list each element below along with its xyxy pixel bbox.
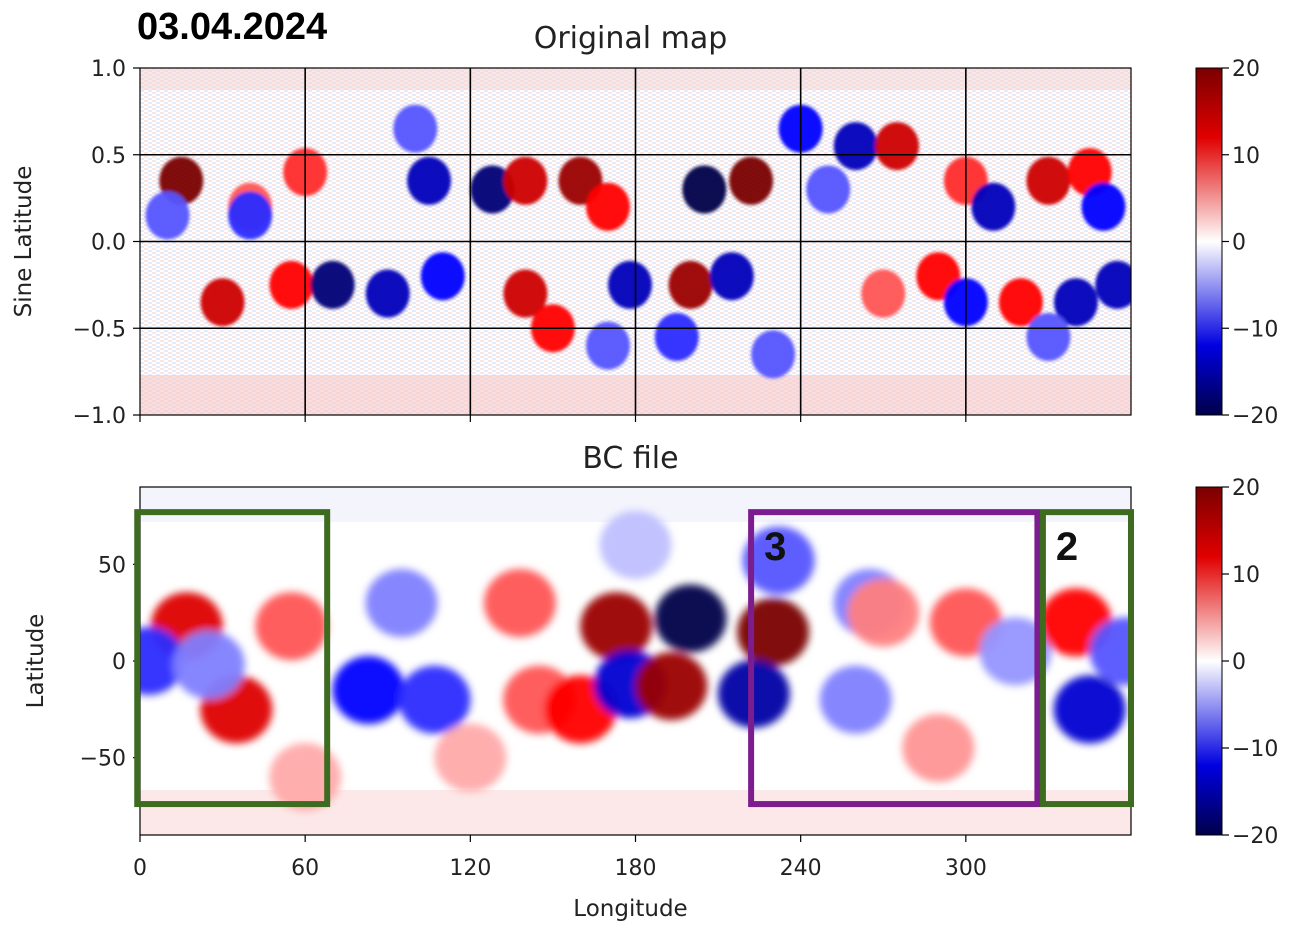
bc-colorbar-tick-label-4: −20: [1232, 824, 1278, 849]
om-blob-24: [833, 122, 878, 171]
bc-blob-4: [172, 630, 245, 699]
bc-blob-21: [902, 714, 975, 782]
bc-blob-6: [398, 665, 471, 734]
om-blob-11: [470, 165, 515, 214]
bc-colorbar-tick-label-3: −10: [1232, 737, 1278, 762]
original-map-panel: −1.0 −0.5 0.0 0.5 1.0 Original map Sine Latitu…: [11, 21, 1278, 429]
om-blob-17: [503, 269, 548, 318]
annotation-label-2: 2: [1056, 525, 1078, 569]
om-blob-10: [407, 156, 452, 205]
om-blob-27: [971, 182, 1016, 231]
om-ytick-label-1: −0.5: [73, 317, 126, 342]
om-blob-36: [861, 269, 906, 318]
bc-blob-20: [819, 665, 892, 734]
annotation-box-2: [1039, 509, 1135, 808]
bc-blob-19: [847, 578, 920, 647]
bc-blob-8: [483, 569, 556, 637]
om-blobs: [145, 104, 1131, 379]
bc-ytick-label-2: 50: [98, 553, 126, 578]
bc-colorbar-tick-label-0: 20: [1232, 476, 1260, 501]
bc-blob-5: [332, 656, 405, 724]
bc-xtick-label-240: 240: [780, 856, 822, 881]
om-blob-22: [654, 312, 699, 361]
bc-ylabel: Latitude: [23, 614, 49, 709]
bc-blob-13: [654, 584, 727, 653]
om-colorbar-tick-label-3: −10: [1232, 317, 1278, 342]
om-blob-7: [310, 260, 355, 309]
om-blob-28: [1026, 156, 1071, 205]
bc-blobs: [140, 511, 1131, 811]
om-blob-35: [1095, 260, 1131, 309]
bc-blob-3: [140, 627, 185, 695]
bc-blob-14: [635, 652, 708, 721]
bc-blob-11: [580, 592, 653, 661]
bc-xtick-label-180: 180: [615, 856, 657, 881]
bc-field: [140, 487, 1131, 835]
om-blob-33: [998, 278, 1043, 327]
bc-blob-23: [979, 617, 1052, 686]
bc-colorbar-tick-label-2: 0: [1232, 650, 1246, 675]
om-blob-15: [682, 165, 727, 214]
om-blob-21: [709, 252, 754, 301]
bc-xtick-label-60: 60: [291, 856, 319, 881]
bc-colorbar: [1195, 486, 1223, 836]
bc-colorbar-tick-label-1: 10: [1232, 563, 1260, 588]
om-blob-20: [668, 260, 713, 309]
bc-blob-1: [255, 592, 328, 661]
om-blob-40: [585, 321, 630, 370]
om-blob-19: [607, 260, 652, 309]
om-ytick-label-0: −1.0: [73, 404, 126, 429]
om-ytick-label-2: 0.0: [91, 231, 126, 256]
om-blob-23: [806, 165, 851, 214]
bc-blob-25: [1053, 675, 1126, 744]
om-blob-41: [751, 330, 796, 379]
bc-blob-29: [269, 743, 342, 811]
om-blob-12: [503, 156, 548, 205]
bc-title: BC file: [582, 441, 678, 476]
bc-file-panel: 0 60 120 180 240 300 −50 0 50 BC file Longitude Lat…: [23, 441, 1278, 922]
annotation-label-3: 3: [764, 525, 786, 569]
om-ytick-label-4: 1.0: [91, 57, 126, 82]
om-colorbar-tick-label-1: 10: [1232, 144, 1260, 169]
om-blob-9: [420, 252, 465, 301]
om-colorbar: [1195, 67, 1223, 416]
bc-xtick-label-0: 0: [133, 856, 147, 881]
om-title: Original map: [534, 21, 728, 56]
bc-xlabel: Longitude: [573, 896, 687, 922]
om-blob-16: [729, 156, 774, 205]
bc-ytick-label-1: 0: [112, 650, 126, 675]
om-blob-30: [1081, 182, 1126, 231]
bc-blob-17: [742, 526, 815, 595]
om-ylabel: Sine Latitude: [11, 166, 37, 318]
om-blob-25: [875, 122, 920, 171]
om-colorbar-tick-label-4: −20: [1232, 404, 1278, 429]
annotation-box-1: [134, 509, 331, 808]
bc-blob-27: [434, 723, 507, 792]
bc-blob-28: [599, 511, 672, 579]
om-blob-4: [228, 191, 273, 240]
bc-xtick-label-300: 300: [945, 856, 987, 881]
bc-xtick-label-120: 120: [449, 856, 491, 881]
annotation-box-3: [748, 509, 1041, 808]
om-blob-14: [585, 182, 630, 231]
om-blob-37: [1026, 312, 1071, 361]
om-colorbar-tick-label-2: 0: [1232, 231, 1246, 256]
date-label: 03.04.2024: [137, 6, 328, 48]
om-ytick-label-3: 0.5: [91, 144, 126, 169]
bc-blob-7: [365, 569, 438, 637]
om-blob-38: [393, 104, 438, 153]
om-blob-8: [365, 269, 410, 318]
bc-ytick-label-0: −50: [80, 747, 126, 772]
om-blob-34: [1053, 278, 1098, 327]
om-blob-5: [200, 278, 245, 327]
om-colorbar-tick-label-0: 20: [1232, 57, 1260, 82]
om-blob-3: [145, 191, 190, 240]
om-blob-6: [269, 260, 314, 309]
bc-blob-26: [1089, 617, 1131, 686]
bc-blob-15: [737, 598, 810, 666]
